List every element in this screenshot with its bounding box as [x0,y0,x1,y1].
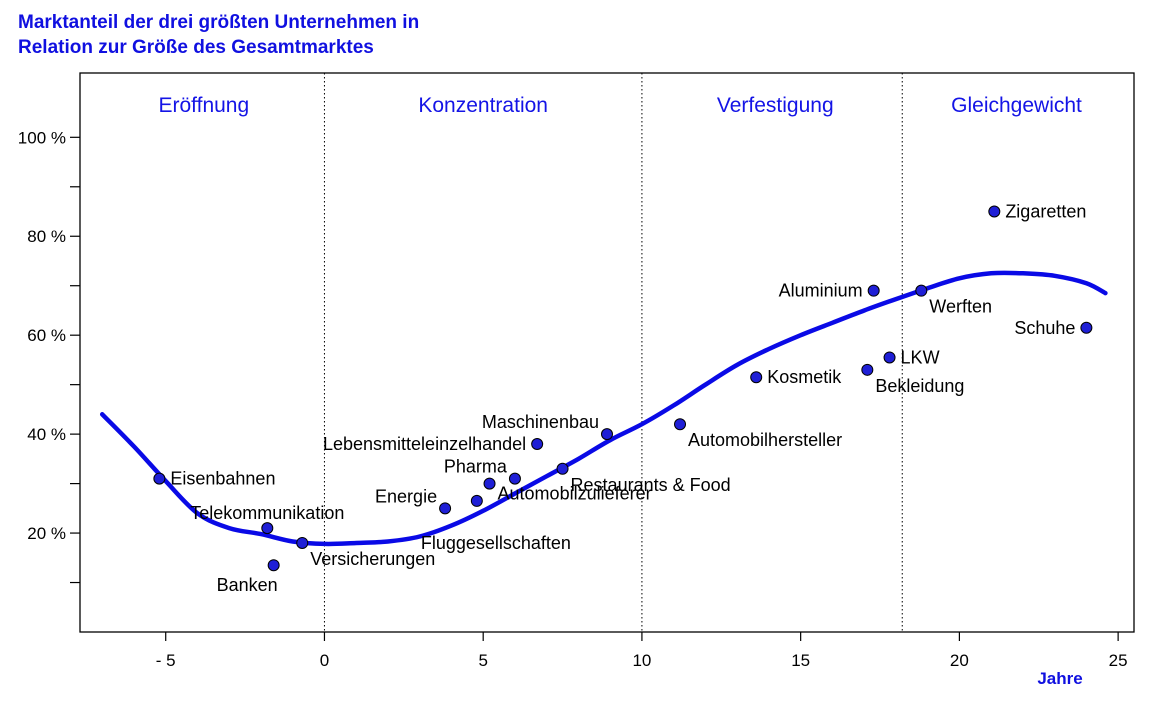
x-tick-label-2: 5 [478,651,487,670]
x-axis-title: Jahre [1037,669,1082,688]
point-label-maschinenbau: Maschinenbau [482,412,599,432]
point-label-automobilhersteller: Automobilhersteller [688,430,842,450]
phase-label-3: Gleichgewicht [951,94,1082,117]
point-label-automobilzulieferer: Automobilzulieferer [498,484,652,504]
point-label-zigaretten: Zigaretten [1005,202,1086,222]
point-kosmetik [750,371,763,384]
chart-title: Marktanteil der drei größten Unternehmen… [18,10,718,60]
point-label-lkw: LKW [901,347,940,367]
point-label-restaurants-und-food: Restaurants & Food [571,475,731,495]
point-lkw [883,351,896,364]
point-label-fluggesellschaften: Fluggesellschaften [421,533,571,553]
point-label-bekleidung: Bekleidung [875,376,964,396]
point-fluggesellschaften [470,494,483,507]
point-label-energie: Energie [375,486,437,506]
point-versicherungen [296,536,309,549]
point-label-aluminium: Aluminium [779,281,863,301]
x-tick-label-6: 25 [1109,651,1128,670]
point-eisenbahnen [153,472,166,485]
x-tick-label-1: 0 [320,651,329,670]
y-tick-label-3: 80 % [27,227,66,246]
point-label-pharma: Pharma [444,457,508,477]
point-pharma [508,472,521,485]
y-tick-label-2: 60 % [27,326,66,345]
point-bekleidung [861,363,874,376]
point-lebensmitteleinzelhandel [531,438,544,451]
x-tick-label-0: - 5 [156,651,176,670]
x-tick-label-3: 10 [632,651,651,670]
point-automobilzulieferer [483,477,496,490]
point-label-versicherungen: Versicherungen [310,549,435,569]
point-telekommunikation [261,522,274,535]
point-schuhe [1080,321,1093,334]
point-label-eisenbahnen: Eisenbahnen [170,469,275,489]
point-automobilhersteller [674,418,687,431]
point-zigaretten [988,205,1001,218]
point-label-werften: Werften [929,297,992,317]
point-label-schuhe: Schuhe [1014,318,1075,338]
point-label-banken: Banken [217,575,278,595]
point-label-kosmetik: Kosmetik [767,367,842,387]
point-maschinenbau [601,428,613,441]
chart-title-line-2: Relation zur Größe des Gesamtmarktes [18,37,374,58]
point-aluminium [867,284,880,297]
x-tick-label-5: 20 [950,651,969,670]
plot-frame [79,72,1135,633]
phase-label-2: Verfestigung [717,94,834,117]
point-label-telekommunikation: Telekommunikation [190,503,344,523]
chart-title-line-1: Marktanteil der drei größten Unternehmen… [18,12,420,33]
point-label-lebensmitteleinzelhandel: Lebensmitteleinzelhandel [323,434,526,454]
x-tick-label-4: 15 [791,651,810,670]
phase-label-1: Konzentration [418,94,548,117]
y-tick-label-0: 20 % [27,524,66,543]
point-restaurants-und-food [556,462,569,475]
point-energie [439,502,452,515]
phase-label-0: Eröffnung [158,94,249,117]
trend-curve [99,270,1108,547]
y-tick-label-1: 40 % [27,425,66,444]
point-werften [915,284,928,297]
point-banken [267,559,280,572]
y-tick-label-4: 100 % [18,128,66,147]
